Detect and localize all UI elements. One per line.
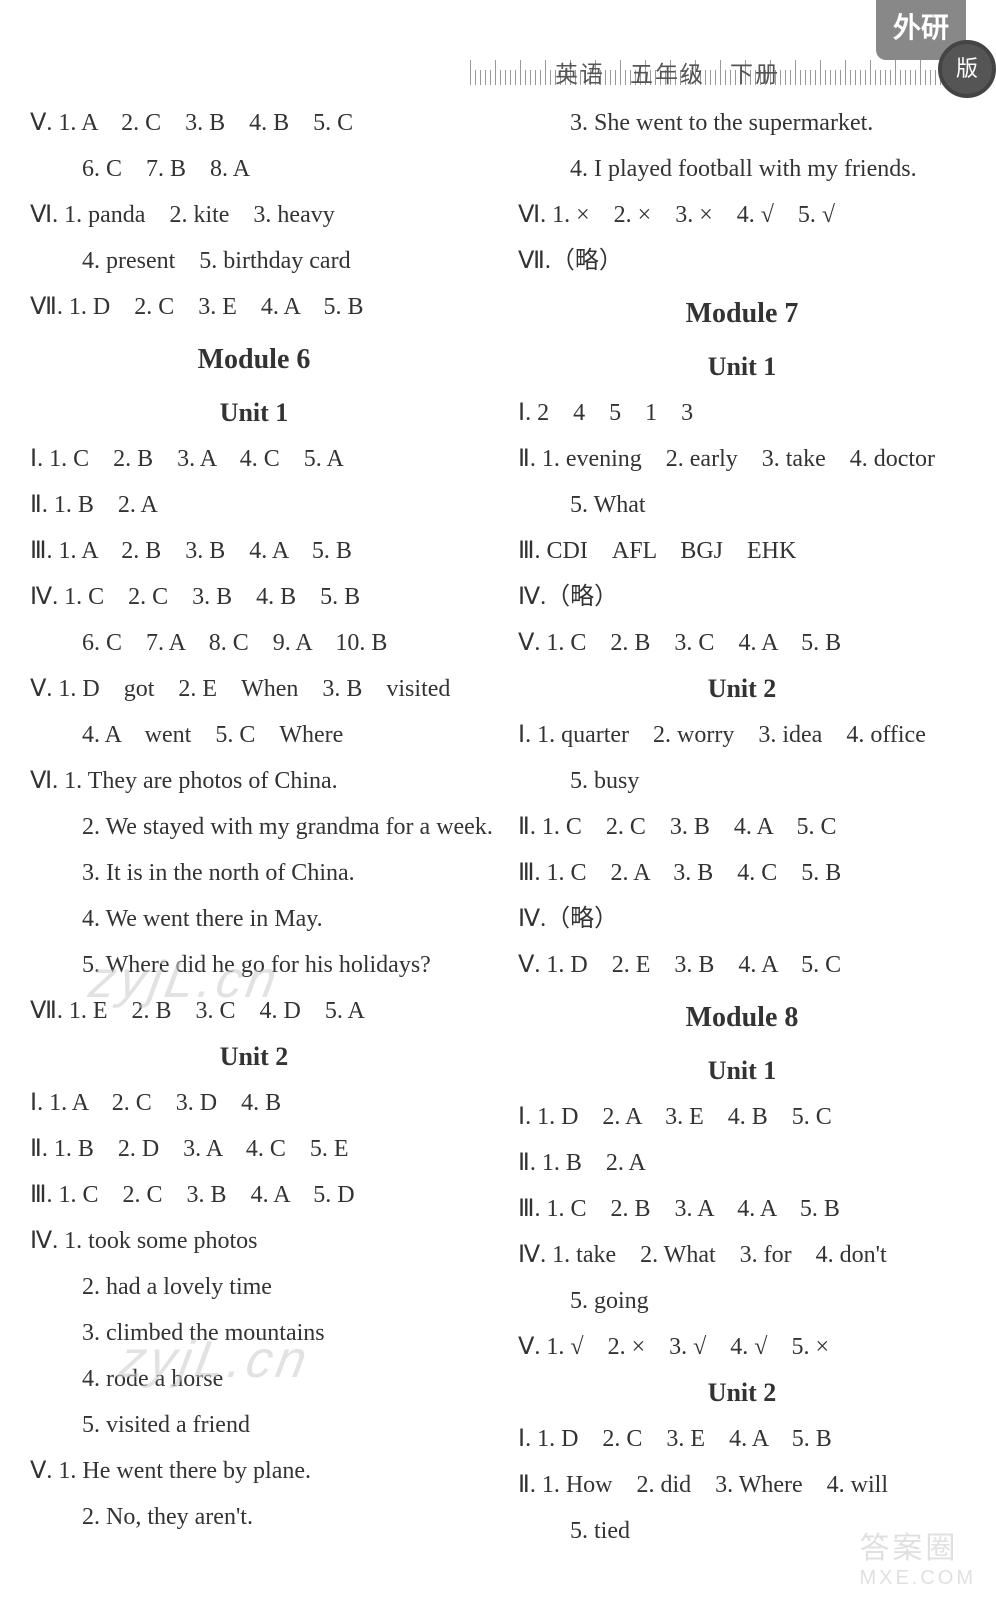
answer-line: 5. What [518, 482, 966, 528]
answer-line: Ⅲ. 1. C 2. C 3. B 4. A 5. D [30, 1172, 478, 1218]
answer-line: 4. I played football with my friends. [518, 146, 966, 192]
answer-line: Ⅰ. 1. D 2. A 3. E 4. B 5. C [518, 1094, 966, 1140]
answer-line: Ⅴ. 1. C 2. B 3. C 4. A 5. B [518, 620, 966, 666]
answer-line: Ⅶ.（略） [518, 238, 966, 284]
answer-line: Ⅵ. 1. They are photos of China. [30, 758, 478, 804]
module-title: Module 8 [518, 993, 966, 1043]
answer-line: Ⅲ. CDI AFL BGJ EHK [518, 528, 966, 574]
answer-line: Ⅱ. 1. B 2. D 3. A 4. C 5. E [30, 1126, 478, 1172]
answer-line: 6. C 7. B 8. A [30, 146, 478, 192]
answer-line: Ⅴ. 1. D got 2. E When 3. B visited [30, 666, 478, 712]
answer-line: 3. climbed the mountains [30, 1310, 478, 1356]
answer-line: Ⅴ. 1. A 2. C 3. B 4. B 5. C [30, 100, 478, 146]
answer-line: 5. Where did he go for his holidays? [30, 942, 478, 988]
answer-line: 6. C 7. A 8. C 9. A 10. B [30, 620, 478, 666]
answer-line: Ⅰ. 1. D 2. C 3. E 4. A 5. B [518, 1416, 966, 1462]
right-column: 3. She went to the supermarket. 4. I pla… [498, 20, 966, 1580]
answer-line: 4. rode a horse [30, 1356, 478, 1402]
answer-line: Ⅱ. 1. B 2. A [518, 1140, 966, 1186]
answer-line: Ⅲ. 1. A 2. B 3. B 4. A 5. B [30, 528, 478, 574]
answer-line: Ⅴ. 1. He went there by plane. [30, 1448, 478, 1494]
answer-line: Ⅱ. 1. evening 2. early 3. take 4. doctor [518, 436, 966, 482]
answer-line: Ⅰ. 1. C 2. B 3. A 4. C 5. A [30, 436, 478, 482]
bottom-watermark-url: MXE.COM [859, 1567, 976, 1590]
answer-line: 4. A went 5. C Where [30, 712, 478, 758]
answer-line: Ⅰ. 2 4 5 1 3 [518, 390, 966, 436]
answer-line: Ⅴ. 1. D 2. E 3. B 4. A 5. C [518, 942, 966, 988]
unit-title: Unit 1 [30, 390, 478, 436]
unit-title: Unit 2 [518, 666, 966, 712]
unit-title: Unit 1 [518, 1048, 966, 1094]
answer-line: Ⅰ. 1. A 2. C 3. D 4. B [30, 1080, 478, 1126]
answer-line: Ⅳ. 1. took some photos [30, 1218, 478, 1264]
answer-line: Ⅳ.（略） [518, 896, 966, 942]
answer-line: Ⅱ. 1. C 2. C 3. B 4. A 5. C [518, 804, 966, 850]
answer-line: 2. No, they aren't. [30, 1494, 478, 1540]
answer-line: 4. present 5. birthday card [30, 238, 478, 284]
answer-line: 3. She went to the supermarket. [518, 100, 966, 146]
answer-line: Ⅲ. 1. C 2. B 3. A 4. A 5. B [518, 1186, 966, 1232]
answer-line: Ⅵ. 1. panda 2. kite 3. heavy [30, 192, 478, 238]
answer-line: Ⅳ. 1. take 2. What 3. for 4. don't [518, 1232, 966, 1278]
answer-line: Ⅶ. 1. E 2. B 3. C 4. D 5. A [30, 988, 478, 1034]
unit-title: Unit 1 [518, 344, 966, 390]
unit-title: Unit 2 [30, 1034, 478, 1080]
answer-line: 5. busy [518, 758, 966, 804]
answer-line: Ⅶ. 1. D 2. C 3. E 4. A 5. B [30, 284, 478, 330]
bottom-watermark: 答案圈 MXE.COM [859, 1523, 976, 1590]
answer-line: 3. It is in the north of China. [30, 850, 478, 896]
left-column: Ⅴ. 1. A 2. C 3. B 4. B 5. C 6. C 7. B 8.… [30, 20, 498, 1580]
module-title: Module 6 [30, 335, 478, 385]
answer-line: Ⅱ. 1. How 2. did 3. Where 4. will [518, 1462, 966, 1508]
answer-line: Ⅴ. 1. √ 2. × 3. √ 4. √ 5. × [518, 1324, 966, 1370]
answer-line: Ⅳ. 1. C 2. C 3. B 4. B 5. B [30, 574, 478, 620]
answer-line: 4. We went there in May. [30, 896, 478, 942]
answer-line: 2. We stayed with my grandma for a week. [30, 804, 478, 850]
answer-line: 5. going [518, 1278, 966, 1324]
answer-line: 5. visited a friend [30, 1402, 478, 1448]
unit-title: Unit 2 [518, 1370, 966, 1416]
answer-line: Ⅵ. 1. × 2. × 3. × 4. √ 5. √ [518, 192, 966, 238]
module-title: Module 7 [518, 289, 966, 339]
answer-line: Ⅱ. 1. B 2. A [30, 482, 478, 528]
answer-line: 2. had a lovely time [30, 1264, 478, 1310]
bottom-watermark-text: 答案圈 [859, 1523, 976, 1567]
answer-line: Ⅲ. 1. C 2. A 3. B 4. C 5. B [518, 850, 966, 896]
answer-line: Ⅳ.（略） [518, 574, 966, 620]
answer-line: Ⅰ. 1. quarter 2. worry 3. idea 4. office [518, 712, 966, 758]
page: Ⅴ. 1. A 2. C 3. B 4. B 5. C 6. C 7. B 8.… [0, 0, 996, 1600]
